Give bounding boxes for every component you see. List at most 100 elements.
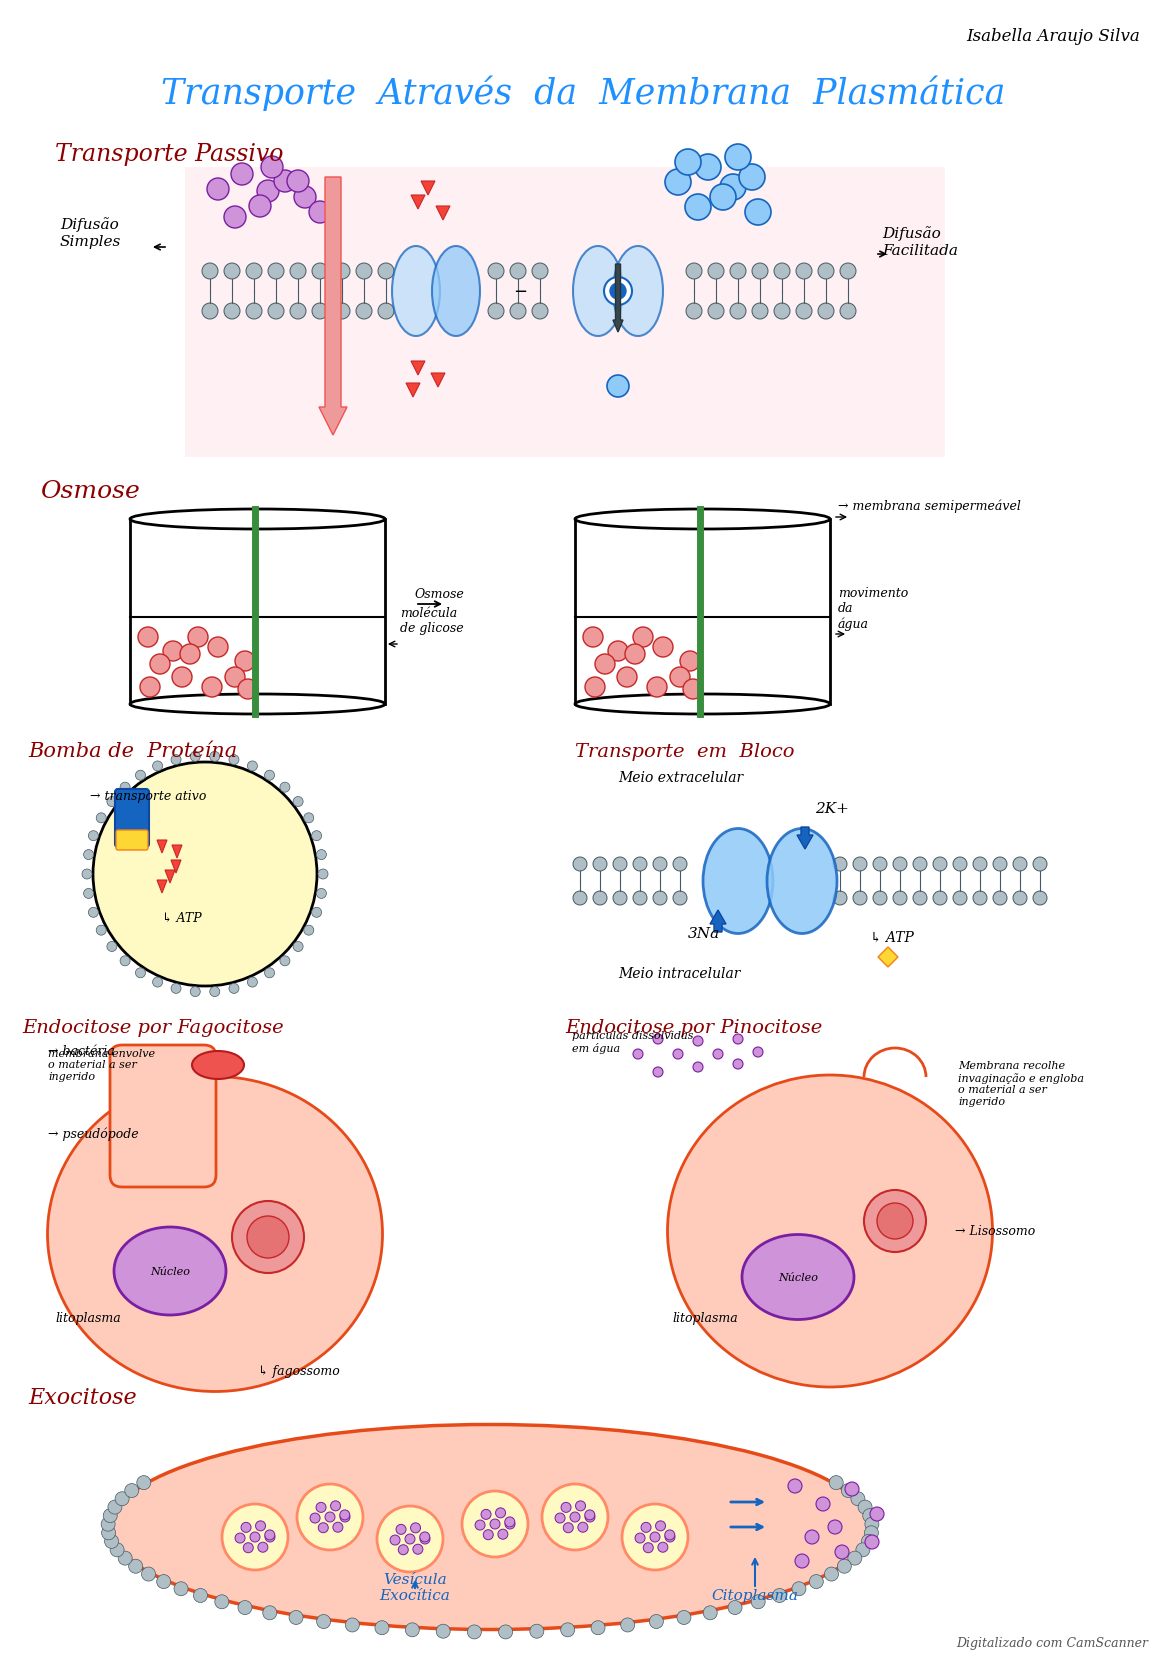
Text: partículas dissolvidas
em água: partículas dissolvidas em água [573,1030,694,1053]
Circle shape [851,1493,865,1506]
Circle shape [265,1533,275,1543]
Circle shape [247,762,258,772]
Circle shape [180,644,201,664]
Circle shape [693,1062,703,1072]
Circle shape [293,942,303,952]
Circle shape [462,1491,528,1558]
Circle shape [125,1484,139,1498]
Circle shape [153,762,162,772]
Circle shape [563,1523,574,1533]
Circle shape [745,200,771,226]
Circle shape [774,305,791,319]
Circle shape [739,165,765,191]
Circle shape [482,1509,491,1519]
Text: Transporte  Através  da  Membrana  Plasmática: Transporte Através da Membrana Plasmátic… [161,75,1005,111]
Circle shape [396,1524,406,1534]
Ellipse shape [114,1228,226,1315]
Circle shape [819,265,834,280]
Circle shape [311,832,322,842]
Polygon shape [410,361,424,376]
Polygon shape [166,870,175,884]
Text: ↳ ATP: ↳ ATP [870,930,914,945]
FancyBboxPatch shape [115,789,149,847]
Circle shape [93,762,317,987]
Circle shape [215,1594,229,1609]
Circle shape [728,1601,742,1614]
Circle shape [673,892,687,905]
Circle shape [287,171,309,193]
Circle shape [824,1567,838,1581]
Circle shape [752,305,768,319]
Circle shape [933,892,947,905]
Circle shape [710,185,736,211]
Circle shape [330,1501,340,1511]
Circle shape [391,1536,400,1546]
Ellipse shape [192,1052,244,1080]
Circle shape [136,1476,150,1489]
Text: 3Na: 3Na [688,927,721,940]
Circle shape [107,942,117,952]
Circle shape [333,305,350,319]
Circle shape [304,925,314,935]
Circle shape [498,1529,508,1539]
Ellipse shape [575,509,830,529]
Text: Difusão
Facilitada: Difusão Facilitada [881,226,958,258]
Circle shape [542,1484,607,1551]
Circle shape [796,265,812,280]
Circle shape [378,305,394,319]
Circle shape [585,1513,595,1523]
Circle shape [653,857,667,872]
Circle shape [311,909,322,919]
Circle shape [805,1531,819,1544]
Circle shape [153,977,162,987]
Circle shape [658,1543,668,1553]
Circle shape [89,909,98,919]
Circle shape [236,1533,245,1543]
Circle shape [653,1035,663,1045]
Circle shape [865,1518,879,1531]
Circle shape [625,644,645,664]
Circle shape [854,857,868,872]
Text: Difusão
Simples: Difusão Simples [59,218,121,248]
Circle shape [873,857,887,872]
Circle shape [236,652,255,672]
Circle shape [933,857,947,872]
Text: Osmose: Osmose [40,481,140,503]
Circle shape [796,305,812,319]
Circle shape [312,305,328,319]
FancyArrow shape [319,178,347,436]
Circle shape [833,857,847,872]
Circle shape [241,1523,251,1533]
Circle shape [140,677,160,697]
Circle shape [128,1559,142,1572]
Circle shape [670,667,690,687]
Circle shape [82,870,92,880]
Circle shape [1033,892,1047,905]
Circle shape [244,1543,253,1553]
Circle shape [84,850,93,860]
Circle shape [265,770,274,780]
Circle shape [708,265,724,280]
Polygon shape [406,384,420,398]
Circle shape [304,814,314,824]
Circle shape [413,1544,423,1554]
Circle shape [202,305,218,319]
Circle shape [138,627,159,647]
Text: Endocitose por Pinocitose: Endocitose por Pinocitose [566,1018,822,1037]
Text: Membrana recolhe
invaginação e engloba
o material a ser
ingerido: Membrana recolhe invaginação e engloba o… [958,1060,1084,1107]
Text: Transporte  em  Bloco: Transporte em Bloco [575,742,794,760]
Text: Vesícula
Exocítica: Vesícula Exocítica [380,1572,450,1602]
Circle shape [110,1543,124,1558]
Circle shape [863,1509,877,1523]
Text: Citoplasma: Citoplasma [711,1587,799,1602]
Ellipse shape [667,1075,992,1388]
Circle shape [607,642,628,662]
Circle shape [593,892,607,905]
Circle shape [708,305,724,319]
Ellipse shape [573,246,623,336]
Circle shape [202,265,218,280]
Ellipse shape [575,694,830,714]
FancyArrow shape [613,265,623,333]
Circle shape [610,285,626,300]
Circle shape [310,1513,319,1523]
